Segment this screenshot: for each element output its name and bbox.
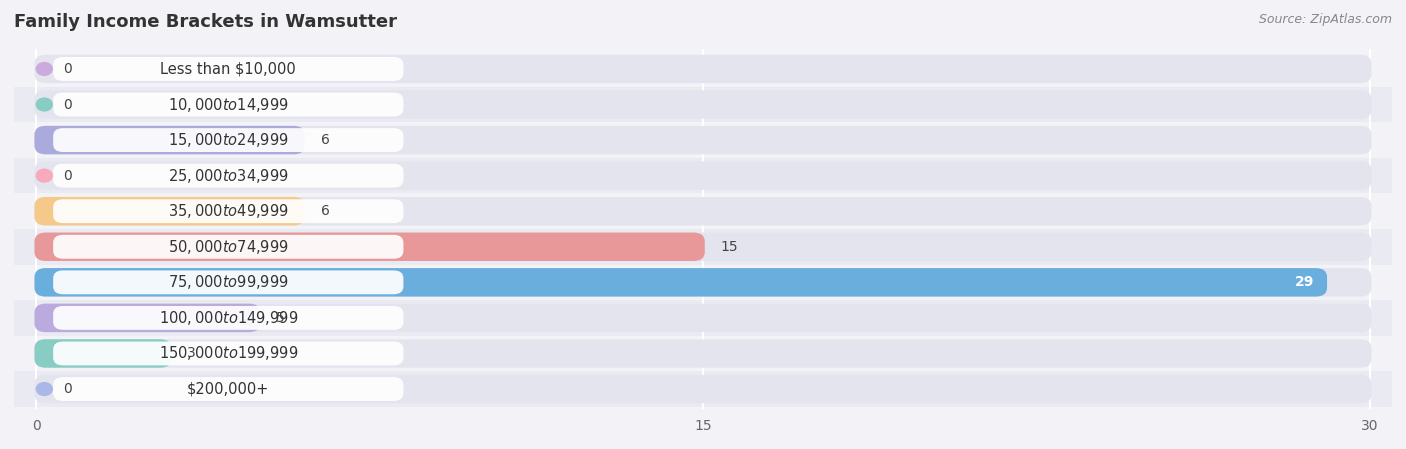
- FancyBboxPatch shape: [53, 128, 404, 152]
- Text: Family Income Brackets in Wamsutter: Family Income Brackets in Wamsutter: [14, 13, 396, 31]
- FancyBboxPatch shape: [53, 306, 404, 330]
- Text: $35,000 to $49,999: $35,000 to $49,999: [167, 202, 288, 220]
- Text: 6: 6: [321, 133, 329, 147]
- Bar: [14, 194, 1392, 229]
- Circle shape: [37, 383, 52, 396]
- FancyBboxPatch shape: [53, 92, 404, 116]
- FancyBboxPatch shape: [35, 233, 704, 261]
- FancyBboxPatch shape: [35, 339, 1371, 368]
- FancyBboxPatch shape: [53, 164, 404, 188]
- FancyBboxPatch shape: [53, 57, 404, 81]
- Text: 3: 3: [187, 347, 197, 361]
- FancyBboxPatch shape: [35, 268, 1327, 296]
- FancyBboxPatch shape: [35, 375, 1371, 403]
- Text: 0: 0: [63, 97, 72, 111]
- Text: $25,000 to $34,999: $25,000 to $34,999: [167, 167, 288, 185]
- Bar: [14, 264, 1392, 300]
- Circle shape: [37, 98, 52, 111]
- Circle shape: [37, 134, 52, 146]
- FancyBboxPatch shape: [35, 197, 1371, 225]
- FancyBboxPatch shape: [35, 197, 305, 225]
- FancyBboxPatch shape: [35, 55, 1371, 83]
- Text: 0: 0: [63, 62, 72, 76]
- FancyBboxPatch shape: [35, 304, 260, 332]
- Bar: [14, 371, 1392, 407]
- Circle shape: [37, 276, 52, 289]
- Text: Source: ZipAtlas.com: Source: ZipAtlas.com: [1258, 13, 1392, 26]
- Bar: [14, 87, 1392, 122]
- Text: Less than $10,000: Less than $10,000: [160, 62, 297, 76]
- FancyBboxPatch shape: [53, 235, 404, 259]
- Bar: [14, 51, 1392, 87]
- Text: $10,000 to $14,999: $10,000 to $14,999: [167, 96, 288, 114]
- Text: 5: 5: [277, 311, 285, 325]
- Bar: [14, 336, 1392, 371]
- FancyBboxPatch shape: [35, 304, 1371, 332]
- Circle shape: [37, 347, 52, 360]
- Text: $15,000 to $24,999: $15,000 to $24,999: [167, 131, 288, 149]
- FancyBboxPatch shape: [53, 342, 404, 365]
- Text: 6: 6: [321, 204, 329, 218]
- Text: $150,000 to $199,999: $150,000 to $199,999: [159, 344, 298, 362]
- FancyBboxPatch shape: [35, 268, 1371, 296]
- Circle shape: [37, 169, 52, 182]
- FancyBboxPatch shape: [53, 377, 404, 401]
- FancyBboxPatch shape: [53, 199, 404, 223]
- Text: 0: 0: [63, 382, 72, 396]
- Text: 29: 29: [1295, 275, 1315, 289]
- FancyBboxPatch shape: [35, 339, 172, 368]
- FancyBboxPatch shape: [35, 126, 1371, 154]
- Text: 15: 15: [721, 240, 738, 254]
- Circle shape: [37, 205, 52, 218]
- Circle shape: [37, 62, 52, 75]
- FancyBboxPatch shape: [53, 270, 404, 294]
- Bar: [14, 122, 1392, 158]
- Text: $100,000 to $149,999: $100,000 to $149,999: [159, 309, 298, 327]
- Text: $50,000 to $74,999: $50,000 to $74,999: [167, 238, 288, 256]
- Bar: [14, 229, 1392, 264]
- Text: 0: 0: [63, 169, 72, 183]
- Bar: [14, 158, 1392, 194]
- FancyBboxPatch shape: [35, 162, 1371, 190]
- Text: $200,000+: $200,000+: [187, 382, 270, 396]
- Text: $75,000 to $99,999: $75,000 to $99,999: [167, 273, 288, 291]
- FancyBboxPatch shape: [35, 90, 1371, 119]
- FancyBboxPatch shape: [35, 126, 305, 154]
- Bar: [14, 300, 1392, 336]
- Circle shape: [37, 312, 52, 324]
- Circle shape: [37, 240, 52, 253]
- FancyBboxPatch shape: [35, 233, 1371, 261]
